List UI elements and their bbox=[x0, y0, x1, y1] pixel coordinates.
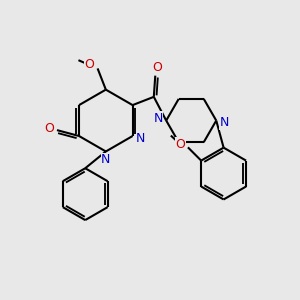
Text: N: N bbox=[101, 153, 110, 166]
Text: O: O bbox=[152, 61, 162, 74]
Text: O: O bbox=[45, 122, 55, 135]
Text: O: O bbox=[176, 138, 185, 151]
Text: O: O bbox=[84, 58, 94, 71]
Text: N: N bbox=[220, 116, 229, 129]
Text: N: N bbox=[136, 133, 146, 146]
Text: N: N bbox=[153, 112, 163, 125]
